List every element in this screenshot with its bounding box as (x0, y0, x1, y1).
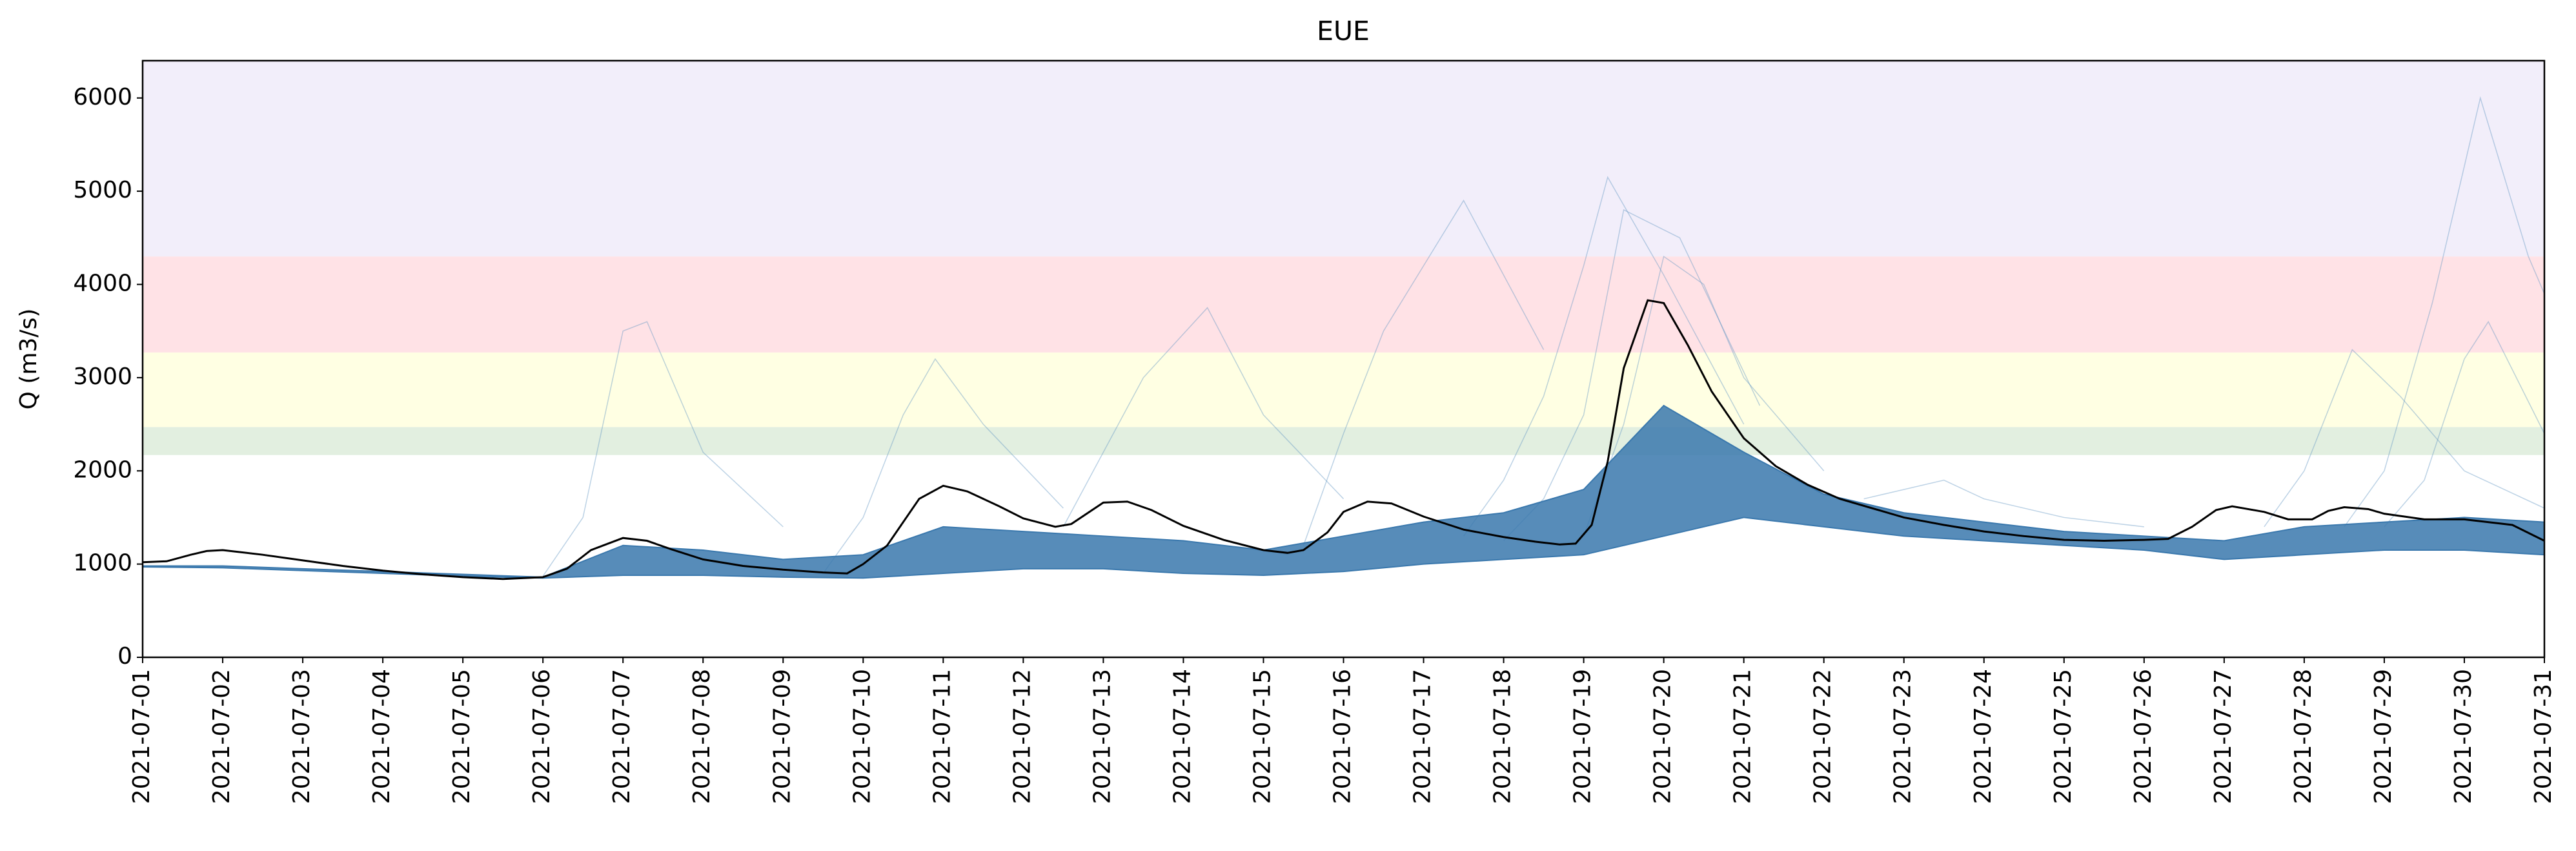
x-tick-label: 2021-07-25 (2050, 669, 2076, 804)
ensemble-member (1863, 479, 2144, 528)
y-tick-label: 1000 (73, 550, 132, 577)
y-tick-label: 4000 (73, 271, 132, 297)
x-tick-label: 2021-07-08 (689, 669, 715, 804)
threshold-band (143, 256, 2544, 353)
threshold-band (143, 61, 2544, 257)
x-tick-label: 2021-07-14 (1169, 669, 1195, 804)
x-tick-label: 2021-07-10 (849, 669, 875, 804)
y-tick-label: 2000 (73, 456, 132, 483)
ensemble-member (2384, 320, 2545, 528)
x-tick-label: 2021-07-19 (1570, 669, 1596, 804)
x-tick-label: 2021-07-23 (1890, 669, 1916, 804)
y-tick-label: 5000 (73, 177, 132, 203)
ensemble-member (822, 358, 1064, 574)
x-tick-label: 2021-07-03 (289, 669, 315, 804)
y-tick-label: 0 (117, 643, 132, 670)
x-tick-label: 2021-07-04 (369, 669, 395, 804)
chart-title: EUE (1317, 15, 1370, 46)
x-tick-label: 2021-07-27 (2210, 669, 2236, 804)
ensemble-member (2264, 349, 2545, 528)
y-axis-label: Q (m3/s) (15, 309, 42, 410)
ensemble-member (1062, 307, 1344, 528)
x-tick-label: 2021-07-21 (1730, 669, 1756, 804)
x-tick-label: 2021-07-22 (1810, 669, 1836, 804)
x-tick-label: 2021-07-11 (929, 669, 955, 804)
y-tick-label: 3000 (73, 364, 132, 390)
x-tick-label: 2021-07-13 (1089, 669, 1115, 804)
x-tick-label: 2021-07-06 (529, 669, 555, 804)
x-tick-label: 2021-07-17 (1410, 669, 1436, 804)
ensemble-member (2344, 96, 2545, 528)
ensemble-member (1303, 200, 1545, 546)
ensemble-member (542, 321, 784, 577)
x-tick-label: 2021-07-18 (1490, 669, 1516, 804)
x-tick-label: 2021-07-28 (2290, 669, 2317, 804)
x-tick-label: 2021-07-01 (128, 669, 155, 804)
ensemble-member (1583, 255, 1825, 537)
x-tick-label: 2021-07-31 (2530, 669, 2557, 804)
ensemble-member (1463, 176, 1745, 537)
x-tick-label: 2021-07-24 (1970, 669, 1996, 804)
x-tick-label: 2021-07-15 (1249, 669, 1275, 804)
threshold-band (143, 352, 2544, 427)
x-tick-label: 2021-07-05 (449, 669, 475, 804)
x-tick-label: 2021-07-16 (1330, 669, 1356, 804)
x-tick-label: 2021-07-20 (1650, 669, 1676, 804)
threshold-band (143, 427, 2544, 455)
x-tick-label: 2021-07-02 (208, 669, 235, 804)
y-tick-label: 6000 (73, 84, 132, 110)
x-tick-label: 2021-07-29 (2370, 669, 2397, 804)
x-tick-label: 2021-07-09 (769, 669, 795, 804)
x-tick-label: 2021-07-07 (609, 669, 635, 804)
x-tick-label: 2021-07-26 (2130, 669, 2156, 804)
x-tick-label: 2021-07-30 (2450, 669, 2477, 804)
x-tick-label: 2021-07-12 (1009, 669, 1035, 804)
observed-line (142, 299, 2545, 580)
